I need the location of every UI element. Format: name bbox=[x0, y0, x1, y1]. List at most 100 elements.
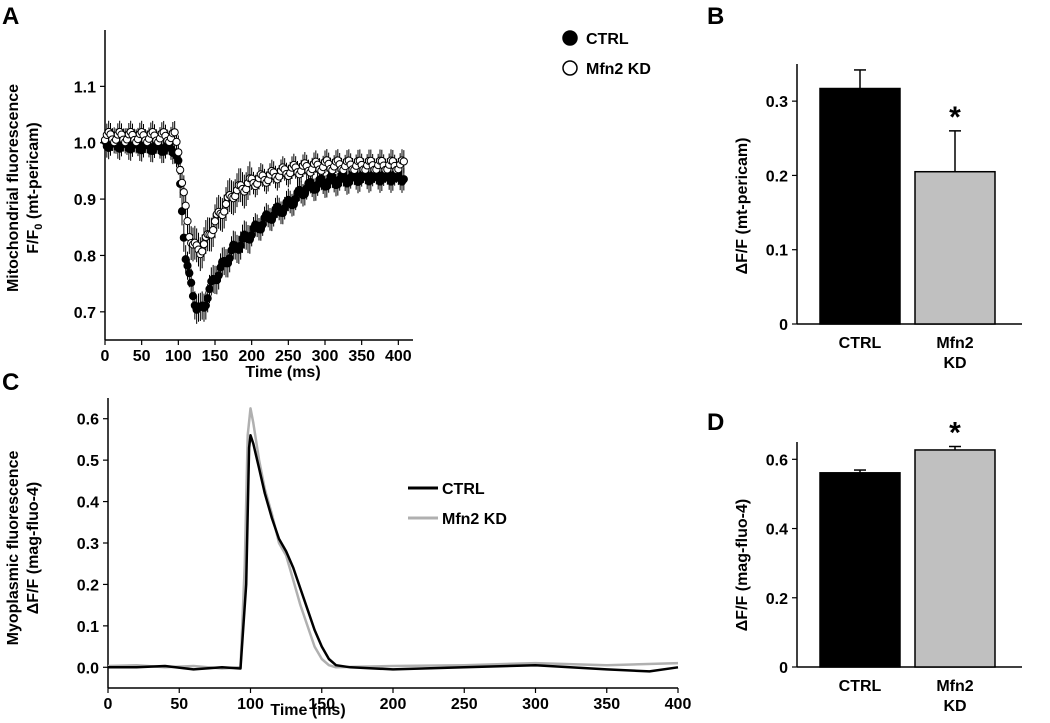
panel-c-x-tick-label: 200 bbox=[380, 696, 407, 713]
panel-c-legend-label: Mfn2 KD bbox=[442, 511, 507, 528]
panel-a-point bbox=[183, 217, 192, 226]
panel-a-legend-label: Mfn2 KD bbox=[586, 61, 651, 78]
panel-a-point bbox=[174, 148, 183, 157]
panel-c-ylabel: Myoplasmic fluorescence ΔF/F (mag-fluo-4… bbox=[5, 451, 42, 646]
panel-d-plot: 0 0.2 0.4 0.6 CTRL Mfn2 KD * bbox=[766, 417, 1022, 715]
panel-d-letter: D bbox=[707, 409, 724, 436]
panel-b-category-label: KD bbox=[943, 355, 966, 372]
panel-a-point bbox=[201, 301, 210, 310]
panel-b-ylabel: ΔF/F (mt-pericam) bbox=[734, 138, 751, 275]
panel-a-point bbox=[214, 271, 223, 280]
panel-c-x-tick-label: 350 bbox=[593, 696, 620, 713]
panel-c-y-tick-label: 0.1 bbox=[77, 619, 99, 636]
panel-a-point bbox=[177, 178, 187, 187]
panel-a-x-tick-label: 0 bbox=[101, 348, 110, 365]
panel-c-y-tick-label: 0.2 bbox=[77, 577, 99, 594]
panel-d-ylabel: ΔF/F (mag-fluo-4) bbox=[734, 499, 751, 631]
panel-c-y-tick-label: 0.0 bbox=[77, 660, 99, 677]
panel-a-letter: A bbox=[2, 3, 19, 30]
panel-a-ylabel-line1: Mitochondrial fluorescence bbox=[5, 84, 22, 292]
panel-a-point bbox=[185, 269, 194, 278]
panel-c-plot: 0 50 100 150 200 250 300 350 400 0.0 0.1 0.2 0.3 0.4 0… bbox=[77, 398, 692, 713]
panel-a-point bbox=[399, 157, 408, 166]
panel-a-point bbox=[170, 128, 179, 137]
panel-d-category-label: KD bbox=[943, 698, 966, 715]
panel-d-bar bbox=[914, 449, 996, 668]
panel-c-x-tick-label: 100 bbox=[237, 696, 264, 713]
panel-c-x-tick-label: 300 bbox=[522, 696, 549, 713]
panel-a-legend-marker bbox=[562, 30, 578, 46]
panel-b-bar bbox=[819, 87, 901, 325]
panel-c-y-tick-label: 0.6 bbox=[77, 412, 99, 429]
panel-c-ylabel-line1: Myoplasmic fluorescence bbox=[5, 451, 22, 646]
panel-d-bar bbox=[819, 472, 901, 668]
panel-c-y-tick-label: 0.3 bbox=[77, 536, 99, 553]
panel-a-x-tick-label: 300 bbox=[312, 348, 339, 365]
panel-a-point bbox=[172, 137, 181, 146]
panel-a-xlabel: Time (ms) bbox=[245, 364, 320, 381]
panel-a-point bbox=[225, 254, 234, 263]
panel-a-point bbox=[181, 201, 190, 210]
panel-c-x-tick-label: 400 bbox=[665, 696, 692, 713]
panel-a-y-tick-label: 1.0 bbox=[74, 136, 96, 153]
panel-b-plot: 0 0.1 0.2 0.3 CTRL Mfn2 KD * bbox=[766, 64, 1022, 372]
panel-c-x-tick-label: 250 bbox=[451, 696, 478, 713]
panel-c-letter: C bbox=[2, 369, 19, 396]
panel-a-point bbox=[247, 230, 256, 240]
panel-a-x-tick-label: 200 bbox=[238, 348, 265, 365]
panel-a-x-tick-label: 100 bbox=[165, 348, 192, 365]
panel-a-point bbox=[187, 278, 196, 287]
panel-a-x-tick-label: 400 bbox=[385, 348, 412, 365]
panel-c-ylabel-line2: ΔF/F (mag-fluo-4) bbox=[25, 482, 42, 614]
panel-b-y-tick-label: 0.1 bbox=[766, 243, 788, 260]
panel-c-x-tick-label: 50 bbox=[170, 696, 188, 713]
panel-a-point bbox=[199, 240, 209, 249]
panel-d-y-tick-label: 0.2 bbox=[766, 591, 788, 608]
panel-c-y-tick-label: 0.4 bbox=[77, 495, 99, 512]
panel-a-point bbox=[221, 199, 231, 209]
panel-a-x-tick-label: 250 bbox=[275, 348, 302, 365]
panel-a-legend-marker bbox=[562, 60, 578, 76]
panel-a-point bbox=[209, 226, 218, 235]
panel-a-point bbox=[198, 247, 207, 256]
panel-a-ylabel-line2: F/F0 (mt-pericam) bbox=[25, 122, 45, 253]
panel-a-point bbox=[183, 261, 192, 270]
panel-c-y-tick-label: 0.5 bbox=[77, 453, 99, 470]
panel-d-significance-star: * bbox=[949, 417, 961, 450]
panel-d-category-label: CTRL bbox=[839, 678, 882, 695]
panel-b-significance-star: * bbox=[949, 101, 961, 134]
panel-b-bar bbox=[914, 170, 996, 325]
panel-a-y-tick-label: 0.9 bbox=[74, 192, 96, 209]
panel-a-x-tick-label: 150 bbox=[202, 348, 229, 365]
panel-a-point bbox=[203, 294, 212, 303]
panel-b-y-tick-label: 0.2 bbox=[766, 168, 788, 185]
panel-a-point bbox=[258, 220, 267, 229]
panel-b-y-tick-label: 0 bbox=[779, 317, 788, 334]
panel-c-x-tick-label: 150 bbox=[308, 696, 335, 713]
panel-a-y-tick-label: 1.1 bbox=[74, 79, 96, 96]
panel-a-y-tick-label: 0.8 bbox=[74, 248, 96, 265]
panel-b-category-label: Mfn2 bbox=[936, 335, 973, 352]
panel-a-y-tick-label: 0.7 bbox=[74, 305, 96, 322]
panel-a-plot: 0 50 100 150 200 250 300 350 400 0.7 0.8 0.9 1.0 1.1 C… bbox=[74, 30, 651, 365]
panel-b-y-tick-label: 0.3 bbox=[766, 94, 788, 111]
panel-c-legend-label: CTRL bbox=[442, 481, 485, 498]
panel-b-letter: B bbox=[707, 3, 724, 30]
panel-a-point bbox=[188, 292, 198, 301]
panel-a-point bbox=[210, 217, 220, 226]
panel-d-y-tick-label: 0.4 bbox=[766, 522, 788, 539]
panel-a-point bbox=[236, 241, 245, 250]
panel-c-series-line bbox=[107, 407, 679, 670]
panel-a-legend-label: CTRL bbox=[586, 31, 629, 48]
panel-a-point bbox=[220, 207, 229, 216]
panel-c-series-line bbox=[108, 434, 679, 673]
panel-b-category-label: CTRL bbox=[839, 335, 882, 352]
panel-a-x-tick-label: 350 bbox=[348, 348, 375, 365]
panel-d-category-label: Mfn2 bbox=[936, 678, 973, 695]
panel-d-y-tick-label: 0.6 bbox=[766, 452, 788, 469]
panel-a-point bbox=[205, 284, 214, 294]
panel-a-x-tick-label: 50 bbox=[133, 348, 151, 365]
panel-a-point bbox=[399, 175, 408, 184]
panel-a-point bbox=[179, 188, 188, 197]
